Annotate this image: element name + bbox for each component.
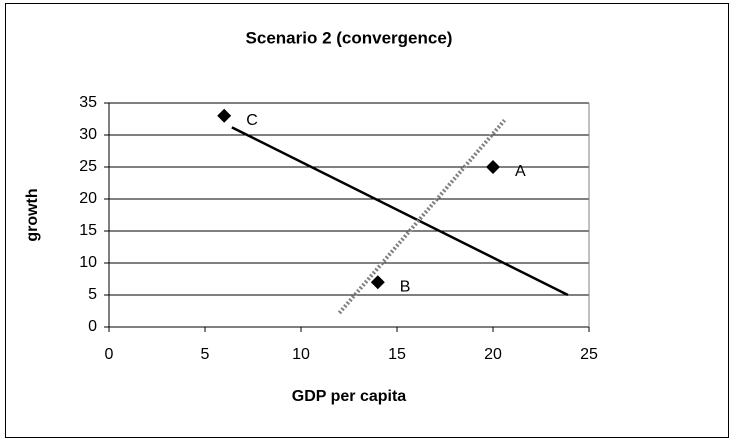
x-tick-label: 5 [201, 346, 210, 363]
y-tick-label: 15 [79, 222, 97, 239]
y-tick-label: 10 [79, 254, 97, 271]
data-point [370, 275, 385, 290]
point-label: A [515, 163, 526, 180]
y-tick-label: 35 [79, 94, 97, 111]
data-point [217, 108, 232, 123]
x-tick-label: 0 [105, 346, 114, 363]
y-axis-label: growth [24, 188, 41, 241]
x-tick-label: 20 [484, 346, 502, 363]
y-tick-label: 0 [88, 318, 97, 335]
chart-title: Scenario 2 (convergence) [246, 28, 453, 47]
y-tick-label: 25 [79, 158, 97, 175]
point-label: C [246, 112, 258, 129]
x-tick-label: 25 [580, 346, 598, 363]
data-point [486, 160, 500, 174]
x-axis-label: GDP per capita [292, 388, 407, 405]
x-tick-label: 15 [388, 346, 406, 363]
trend-line [231, 126, 569, 297]
chart-frame [5, 3, 729, 438]
y-tick-label: 20 [79, 190, 97, 207]
y-tick-label: 5 [88, 286, 97, 303]
point-label: B [400, 278, 411, 295]
y-tick-label: 30 [79, 126, 97, 143]
x-tick-label: 10 [292, 346, 310, 363]
